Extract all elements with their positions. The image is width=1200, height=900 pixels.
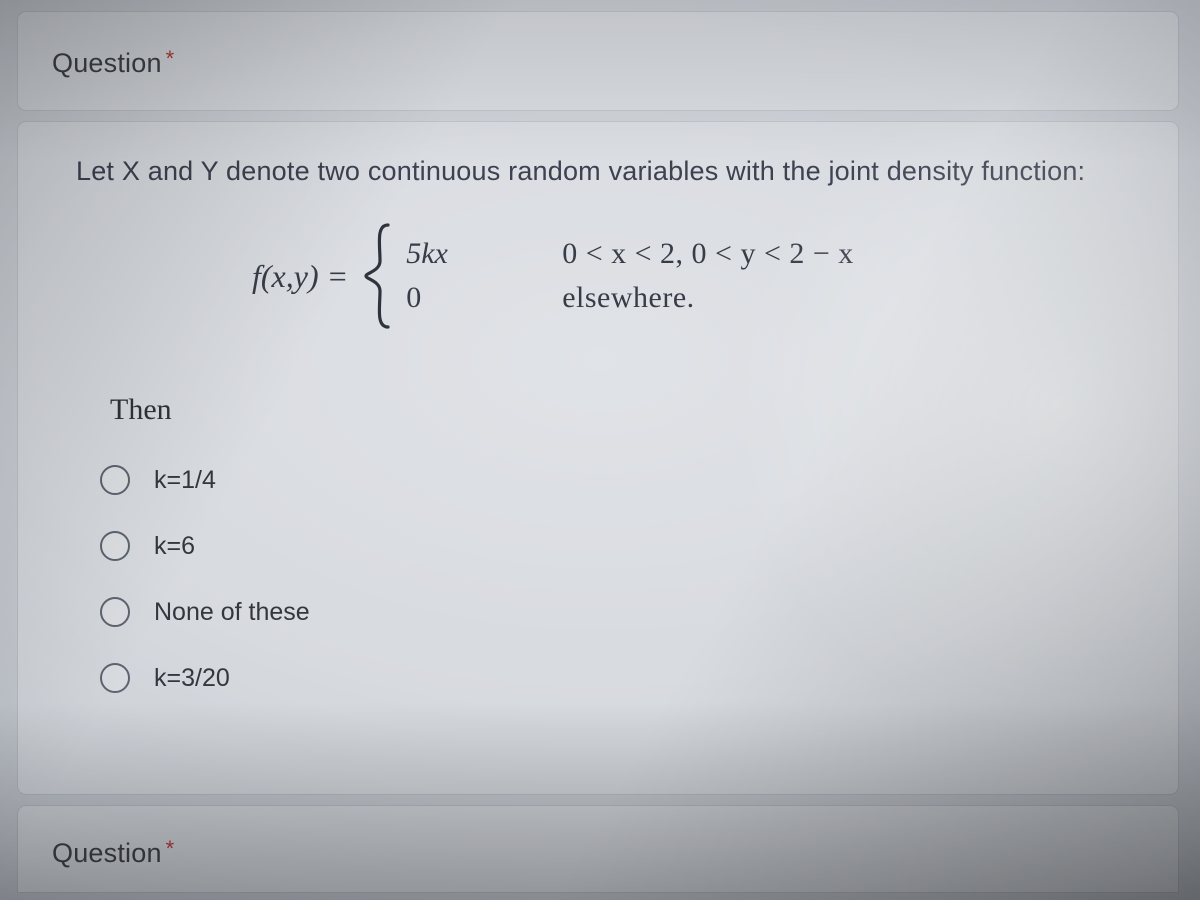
- question-heading-next-text: Question: [52, 838, 162, 868]
- option-label: k=3/20: [154, 664, 230, 693]
- required-asterisk: *: [166, 46, 175, 71]
- radio-icon[interactable]: [100, 597, 130, 627]
- question-card: Let X and Y denote two continuous random…: [18, 122, 1178, 794]
- question-card-next-fragment: Question*: [18, 806, 1178, 892]
- question-heading-next: Question*: [52, 838, 174, 868]
- required-asterisk: *: [166, 836, 175, 861]
- radio-icon[interactable]: [100, 663, 130, 693]
- piecewise-cases: 5kx 0 < x < 2, 0 < y < 2 − x 0 elsewhere…: [396, 221, 854, 331]
- option-3[interactable]: k=3/20: [100, 645, 1144, 711]
- case1-expression: 5kx: [406, 237, 516, 272]
- option-2[interactable]: None of these: [100, 579, 1144, 645]
- case2-condition: elsewhere.: [562, 281, 854, 316]
- case1-condition: 0 < x < 2, 0 < y < 2 − x: [562, 237, 854, 272]
- option-0[interactable]: k=1/4: [100, 447, 1144, 513]
- answer-options: k=1/4 k=6 None of these k=3/20: [100, 447, 1144, 711]
- piecewise-brace-group: 5kx 0 < x < 2, 0 < y < 2 − x 0 elsewhere…: [362, 221, 854, 331]
- question-heading: Question*: [52, 48, 174, 78]
- option-1[interactable]: k=6: [100, 513, 1144, 579]
- option-label: k=1/4: [154, 466, 216, 495]
- left-brace-icon: [362, 221, 396, 331]
- density-function-formula: f(x,y) = 5kx 0 < x < 2, 0 < y < 2 − x 0 …: [252, 221, 1144, 331]
- radio-icon[interactable]: [100, 531, 130, 561]
- radio-icon[interactable]: [100, 465, 130, 495]
- then-label: Then: [110, 393, 1144, 427]
- question-card-prev-fragment: Question*: [18, 12, 1178, 110]
- question-stem: Let X and Y denote two continuous random…: [76, 156, 1144, 187]
- option-label: k=6: [154, 532, 195, 561]
- formula-lhs: f(x,y) =: [252, 258, 348, 295]
- question-heading-text: Question: [52, 48, 162, 78]
- option-label: None of these: [154, 598, 310, 627]
- case2-expression: 0: [406, 281, 516, 316]
